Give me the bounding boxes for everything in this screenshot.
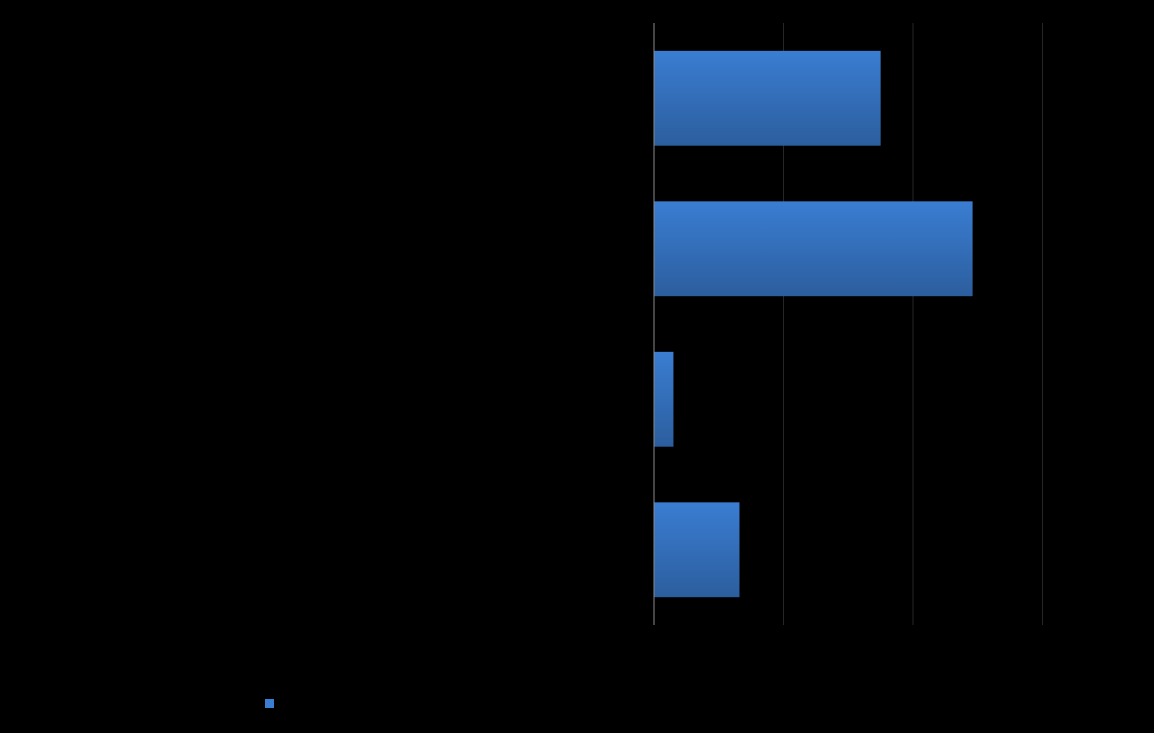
bar-shade xyxy=(654,50,881,146)
legend-marker xyxy=(265,699,274,708)
bar-shade xyxy=(654,351,674,447)
bar-shade xyxy=(654,201,973,297)
bar-shade xyxy=(654,502,740,598)
